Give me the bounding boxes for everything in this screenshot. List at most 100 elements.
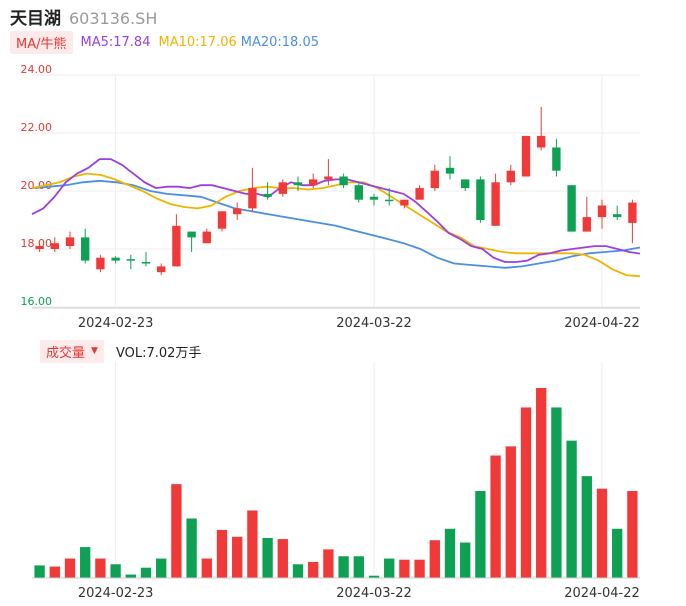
volume-value: VOL:7.02万手: [115, 345, 202, 361]
volume-bar: [627, 491, 638, 578]
volume-bar: [536, 388, 547, 578]
candle-body: [339, 176, 348, 186]
volume-bar: [156, 558, 167, 578]
candle-body: [430, 170, 439, 189]
volume-bar: [368, 575, 380, 578]
candle-body: [369, 196, 379, 200]
candle-body: [65, 237, 75, 247]
ma-indicator-button[interactable]: MA/牛熊: [10, 30, 73, 54]
candle-body: [324, 176, 333, 180]
ma20-value: MA20:18.05: [240, 34, 319, 50]
volume-bar: [475, 491, 486, 578]
ma10-value: MA10:17.06: [158, 34, 237, 50]
candle-body: [111, 257, 120, 261]
price-x-tick-label: 2024-02-23: [78, 316, 154, 331]
candle-body: [582, 217, 591, 232]
volume-indicator-button[interactable]: 成交量 ▼: [40, 339, 104, 363]
candle-body: [141, 262, 151, 264]
volume-bar: [216, 529, 228, 578]
price-x-tick-label: 2024-04-22: [564, 316, 640, 331]
candle-body: [50, 243, 59, 249]
volume-bar: [353, 556, 364, 578]
volume-bar: [110, 564, 121, 578]
candle-body: [293, 182, 303, 186]
candle-body: [628, 202, 637, 223]
candle-body: [552, 147, 561, 171]
volume-indicator-label: 成交量: [46, 345, 86, 361]
volume-bar: [551, 407, 562, 578]
volume-bar: [292, 564, 304, 578]
volume-bar: [171, 484, 182, 578]
price-y-tick-label: 18.00: [21, 237, 53, 250]
candle-body: [476, 179, 485, 220]
volume-bar: [95, 558, 106, 578]
volume-legend: 成交量 ▼ VOL:7.02万手: [40, 339, 202, 363]
ma5-series-line: [31, 158, 641, 263]
candle-body: [81, 237, 90, 261]
candle-body: [537, 135, 546, 148]
volume-bar: [262, 537, 273, 578]
price-x-tick-label: 2024-03-22: [336, 316, 412, 331]
ma20-series-line: [31, 179, 641, 269]
candle-body: [521, 135, 531, 177]
price-y-tick-label: 16.00: [21, 295, 53, 308]
candle-body: [126, 259, 135, 261]
volume-bar: [338, 556, 349, 578]
volume-bar: [429, 540, 440, 578]
candle-body: [172, 225, 181, 267]
stock-name: 天目湖: [10, 9, 61, 29]
ma10-series-line: [31, 172, 641, 278]
volume-bar: [505, 446, 516, 578]
volume-chart: 2024-02-23 2024-03-22 2024-04-22: [32, 362, 640, 601]
candle-body: [309, 179, 318, 186]
volume-bar: [80, 547, 91, 578]
volume-bar: [49, 566, 60, 578]
volume-bar: [232, 536, 243, 578]
volume-bar: [490, 455, 501, 578]
candle-body: [35, 246, 44, 249]
candle-body: [597, 205, 607, 218]
ma-legend: MA/牛熊 MA5:17.84 MA10:17.06 MA20:18.05: [10, 30, 319, 54]
candle-body: [567, 185, 576, 232]
stock-header: 天目湖 603136.SH: [10, 4, 158, 29]
candle-body: [202, 231, 211, 244]
volume-bar: [414, 559, 425, 578]
candle-body: [217, 211, 227, 229]
volume-bar: [247, 510, 258, 578]
volume-bar: [444, 528, 456, 578]
candle-body: [96, 257, 105, 270]
candle-body: [506, 170, 515, 183]
caret-down-icon: ▼: [91, 346, 98, 356]
candle-body: [278, 182, 287, 194]
volume-x-tick-label: 2024-02-23: [78, 586, 154, 601]
candle-body: [187, 231, 196, 238]
candle-body: [354, 185, 363, 200]
candle-body: [491, 182, 500, 226]
volume-bar: [323, 549, 334, 578]
volume-bar: [201, 558, 212, 578]
price-y-tick-label: 24.00: [21, 63, 53, 76]
candle-body: [400, 199, 409, 206]
volume-bar: [612, 528, 623, 578]
volume-bar: [520, 407, 532, 578]
candle-body: [385, 199, 394, 202]
volume-bar: [186, 518, 197, 578]
candle-body: [445, 167, 455, 174]
volume-bar: [125, 574, 136, 578]
stock-code: 603136.SH: [69, 9, 158, 28]
volume-bar: [64, 558, 76, 578]
volume-bar: [34, 565, 45, 578]
volume-bar: [308, 561, 319, 578]
price-chart: 24.00 22.00 20.00 18.00 16.00 2024-02-23 2024-…: [21, 63, 641, 331]
candle-body: [415, 188, 424, 200]
volume-x-tick-label: 2024-03-22: [336, 586, 412, 601]
volume-bar: [384, 558, 395, 578]
volume-bar: [460, 542, 471, 578]
candle-body: [233, 208, 242, 215]
volume-bar: [566, 440, 577, 578]
candle-body: [613, 214, 622, 218]
volume-bar: [277, 539, 288, 578]
volume-bar: [140, 567, 152, 578]
candle-body: [461, 179, 470, 189]
candle-body: [263, 193, 272, 197]
